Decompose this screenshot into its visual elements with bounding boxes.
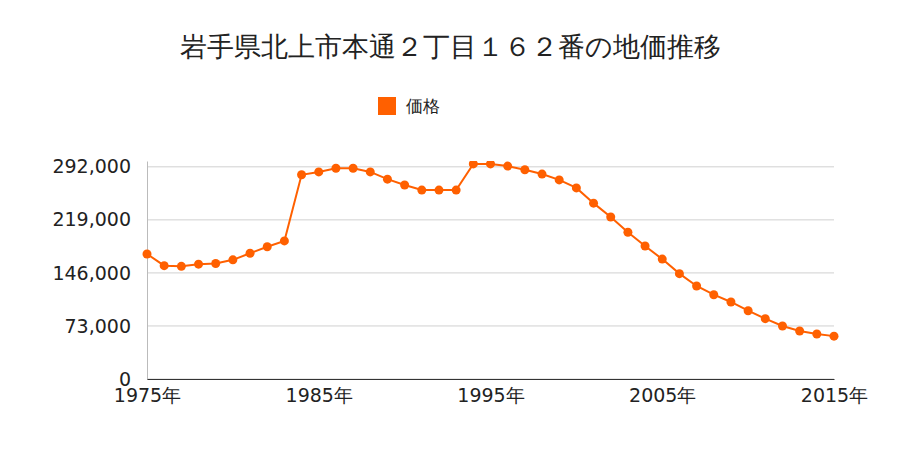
series-point xyxy=(160,261,169,270)
series-point xyxy=(572,183,581,192)
x-tick: 1995年 xyxy=(457,379,524,406)
series-point xyxy=(830,332,839,341)
y-tick-label: 146,000 xyxy=(52,261,131,283)
grid xyxy=(147,167,834,379)
series-point xyxy=(417,186,426,195)
series-point xyxy=(452,186,461,195)
x-tick-label: 2005年 xyxy=(629,384,696,406)
series-point xyxy=(761,314,770,323)
y-tick-label: 73,000 xyxy=(65,315,131,337)
x-tick: 1975年 xyxy=(114,379,181,406)
grid-line xyxy=(147,325,834,326)
y-tick-label: 219,000 xyxy=(52,208,131,230)
series-point xyxy=(589,199,598,208)
series-point xyxy=(812,329,821,338)
series-point xyxy=(623,228,632,237)
series-point xyxy=(228,255,237,264)
series-point xyxy=(555,175,564,184)
legend-swatch xyxy=(378,97,396,115)
x-tick: 2005年 xyxy=(629,379,696,406)
series-point xyxy=(194,260,203,269)
series-point xyxy=(211,259,220,268)
x-tick: 2015年 xyxy=(801,379,868,406)
series-point xyxy=(400,180,409,189)
series-point xyxy=(641,242,650,251)
series-point xyxy=(744,306,753,315)
legend-label: 価格 xyxy=(406,96,440,116)
series-point xyxy=(486,161,495,168)
series-point xyxy=(726,297,735,306)
series-point xyxy=(606,212,615,221)
grid-line xyxy=(147,379,834,380)
series-point xyxy=(434,186,443,195)
series-point xyxy=(297,170,306,179)
series-point xyxy=(143,250,152,259)
series-point xyxy=(383,175,392,184)
y-axis: 073,000146,000219,000292,000 xyxy=(52,155,147,389)
plot-area xyxy=(143,161,839,341)
x-axis: 1975年 1985年 1995年 2005年 2015年 xyxy=(114,379,868,406)
series-point xyxy=(778,321,787,330)
y-tick: 219,000 xyxy=(52,208,147,230)
series-point xyxy=(520,165,529,174)
grid-line xyxy=(147,219,834,220)
series-point xyxy=(314,167,323,176)
series-point xyxy=(709,290,718,299)
chart: 岩手県北上市本通２丁目１６２番の地価推移価格073,000146,000219,… xyxy=(0,0,900,450)
series-point xyxy=(177,262,186,271)
series-point xyxy=(503,162,512,171)
series-point xyxy=(331,164,340,173)
y-tick: 292,000 xyxy=(52,155,147,177)
title: 岩手県北上市本通２丁目１６２番の地価推移 xyxy=(180,31,721,62)
series-point xyxy=(263,242,272,251)
y-tick-label: 292,000 xyxy=(52,155,131,177)
series-point xyxy=(469,161,478,168)
x-tick-label: 1995年 xyxy=(457,384,524,406)
series-point xyxy=(675,269,684,278)
series-point xyxy=(246,249,255,258)
series-point xyxy=(366,167,375,176)
series-point xyxy=(280,236,289,245)
series-point xyxy=(538,170,547,179)
series-point xyxy=(658,255,667,264)
series-line xyxy=(147,164,834,336)
x-tick-label: 1985年 xyxy=(286,384,353,406)
y-tick: 73,000 xyxy=(65,315,147,337)
grid-line xyxy=(147,272,834,273)
x-tick-label: 1975年 xyxy=(114,384,181,406)
legend: 価格 xyxy=(378,96,440,116)
series-point xyxy=(692,281,701,290)
y-axis-line xyxy=(147,162,148,380)
y-tick: 146,000 xyxy=(52,261,147,283)
series-point xyxy=(349,164,358,173)
x-tick: 1985年 xyxy=(286,379,353,406)
x-tick-label: 2015年 xyxy=(801,384,868,406)
series-point xyxy=(795,327,804,336)
x-axis-line xyxy=(148,379,835,380)
